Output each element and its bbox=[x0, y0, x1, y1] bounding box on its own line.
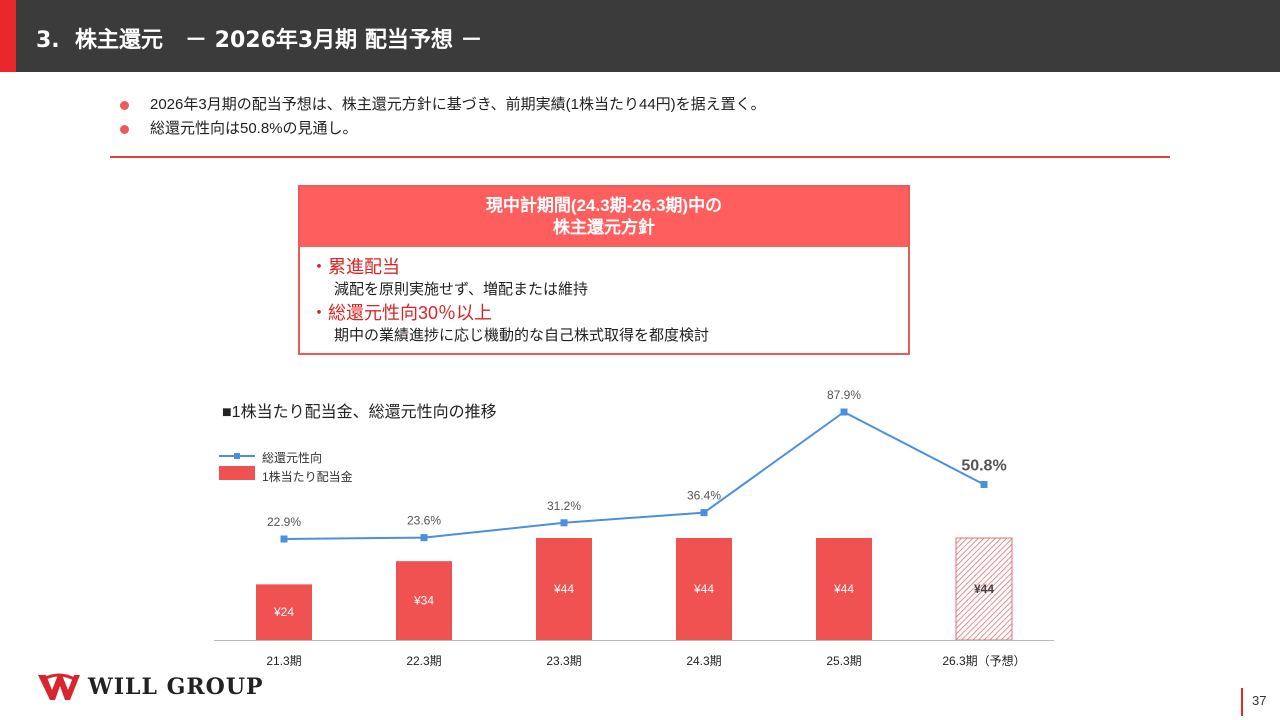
bullet-text: 2026年3月期の配当予想は、株主還元方針に基づき、前期実績(1株当たり44円)… bbox=[150, 96, 766, 113]
x-tick-label: 21.3期 bbox=[266, 654, 301, 668]
policy-box: 現中計期間(24.3期-26.3期)中の 株主還元方針 ・累進配当 減配を原則実… bbox=[298, 185, 910, 355]
line-point bbox=[700, 509, 708, 517]
page-number: 37 bbox=[1252, 693, 1267, 708]
policy-item-label: ・累進配当 bbox=[310, 257, 400, 277]
x-tick-label: 23.3期 bbox=[546, 654, 581, 668]
bar-forecast bbox=[955, 537, 1013, 641]
x-tick-label: 25.3期 bbox=[826, 654, 861, 668]
policy-body: ・累進配当 減配を原則実施せず、増配または維持 ・総還元性向30％以上 期中の業… bbox=[300, 247, 908, 347]
bullet-dot-icon bbox=[120, 125, 129, 134]
x-tick-label: 22.3期 bbox=[406, 654, 441, 668]
page-number-bar bbox=[1241, 688, 1243, 716]
logo-text: WILL GROUP bbox=[88, 674, 264, 700]
bar-value-label: ¥44 bbox=[974, 582, 994, 596]
policy-title-line1: 現中計期間(24.3期-26.3期)中の bbox=[485, 196, 723, 215]
bar-value-label: ¥24 bbox=[273, 605, 294, 619]
bar bbox=[396, 561, 452, 640]
line-point bbox=[980, 480, 988, 488]
line-value-label: 87.9% bbox=[827, 388, 861, 402]
bar-value-label: ¥44 bbox=[833, 582, 854, 596]
bar-value-label: ¥34 bbox=[413, 594, 434, 608]
bullet-list: 2026年3月期の配当予想は、株主還元方針に基づき、前期実績(1株当たり44円)… bbox=[120, 94, 766, 142]
header-bar bbox=[0, 0, 1280, 72]
bullet-text: 総還元性向は50.8%の見通し。 bbox=[150, 120, 358, 137]
x-tick-label: 24.3期 bbox=[686, 654, 721, 668]
policy-title-line2: 株主還元方針 bbox=[553, 218, 655, 237]
bullet-item: 2026年3月期の配当予想は、株主還元方針に基づき、前期実績(1株当たり44円)… bbox=[120, 94, 766, 118]
bullet-dot-icon bbox=[120, 101, 129, 110]
chart-title: ■1株当たり配当金、総還元性向の推移 bbox=[222, 404, 497, 421]
header-accent bbox=[0, 0, 16, 72]
policy-item-label: ・総還元性向30％以上 bbox=[310, 303, 493, 323]
bar-value-label: ¥44 bbox=[553, 582, 574, 596]
bar bbox=[536, 538, 592, 640]
line-value-label: 36.4% bbox=[687, 489, 721, 503]
legend-bar-label: 1株当たり配当金 bbox=[262, 470, 353, 484]
line-value-label: 22.9% bbox=[267, 515, 301, 529]
line-value-label: 23.6% bbox=[407, 514, 441, 528]
legend-line-label: 総還元性向 bbox=[262, 451, 323, 465]
series-line bbox=[283, 410, 985, 540]
page-title: 3. 株主還元 － 2026年3月期 配当予想 － bbox=[36, 28, 483, 53]
legend-line-marker bbox=[234, 453, 240, 459]
line-point bbox=[560, 519, 568, 527]
line-point bbox=[280, 535, 288, 543]
line-point bbox=[840, 408, 848, 416]
bar bbox=[256, 584, 312, 640]
line-value-label: 31.2% bbox=[547, 499, 581, 513]
line-point bbox=[420, 534, 428, 542]
bullet-item: 総還元性向は50.8%の見通し。 bbox=[120, 118, 766, 142]
policy-item-desc: 期中の業績進捗に応じ機動的な自己株式取得を都度検討 bbox=[334, 327, 710, 344]
bar-value-label: ¥44 bbox=[693, 582, 714, 596]
policy-header: 現中計期間(24.3期-26.3期)中の 株主還元方針 bbox=[300, 187, 908, 247]
bar bbox=[676, 538, 732, 640]
policy-item-desc: 減配を原則実施せず、増配または維持 bbox=[334, 281, 588, 298]
will-group-logo-icon bbox=[38, 673, 80, 700]
line-value-label: 50.8% bbox=[961, 457, 1006, 474]
legend-bar-swatch bbox=[219, 466, 255, 480]
bar bbox=[816, 538, 872, 640]
divider bbox=[110, 156, 1170, 158]
x-tick-label: 26.3期（予想） bbox=[942, 653, 1025, 668]
